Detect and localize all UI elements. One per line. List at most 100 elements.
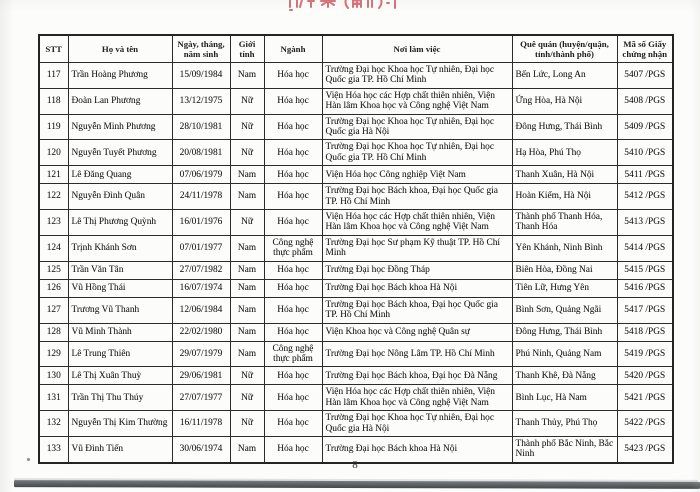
cell-nganh: Hóa học: [263, 209, 323, 236]
cell-ho-va-ten: Lê Thị Phương Quỳnh: [67, 209, 173, 236]
cell-noi-lam-viec: Trường Đại học Khoa học Tự nhiên, Đại họ…: [321, 139, 513, 167]
column-header-ho-va-ten: Họ và tên: [67, 34, 173, 63]
cell-ngay-sinh: 24/11/1978: [171, 183, 231, 211]
cell-gioi-tinh: Nam: [229, 165, 265, 185]
cell-stt: 127: [38, 296, 69, 324]
column-header-nganh: Ngành: [263, 34, 323, 63]
cell-ngay-sinh: 28/10/1981: [171, 113, 231, 141]
cell-stt: 131: [38, 384, 69, 412]
cell-gioi-tinh: Nam: [229, 183, 265, 211]
cell-ma-so: 5416 /PGS: [616, 278, 674, 298]
cell-gioi-tinh: Nam: [229, 278, 265, 298]
cell-ho-va-ten: Trần Thị Thu Thúy: [67, 384, 173, 412]
cell-stt: 132: [38, 410, 69, 437]
cell-stt: 125: [38, 260, 69, 280]
cell-que-quan: Thành phố Thanh Hóa, Thanh Hóa: [511, 209, 618, 236]
cell-noi-lam-viec: Trường Đại học Bách khoa, Đại học Đà Nẵn…: [321, 366, 513, 386]
cell-que-quan: Thành phố Bắc Ninh, Bắc Ninh: [511, 435, 618, 464]
cell-ngay-sinh: 07/01/1977: [171, 234, 231, 262]
cell-gioi-tinh: Nữ: [229, 139, 265, 167]
column-header-noi-lam-viec: Nơi làm việc: [321, 34, 513, 63]
cell-ngay-sinh: 29/06/1981: [171, 366, 231, 386]
cell-nganh: Hóa học: [263, 183, 323, 211]
cell-noi-lam-viec: Trường Đại học Bách khoa, Đại học Quốc g…: [321, 296, 513, 324]
cell-ho-va-ten: Lê Trung Thiên: [67, 340, 173, 368]
cell-que-quan: Ứng Hòa, Hà Nội: [511, 87, 618, 115]
cell-stt: 121: [38, 165, 69, 185]
cell-ma-so: 5420 /PGS: [616, 366, 674, 386]
cell-gioi-tinh: Nữ: [229, 384, 265, 412]
cell-ma-so: 5412 /PGS: [616, 183, 674, 211]
cell-que-quan: Hoàn Kiếm, Hà Nội: [511, 183, 618, 211]
column-header-que-quan: Quê quán (huyện/quận, tỉnh/thành phố): [511, 34, 618, 63]
cell-noi-lam-viec: Viện Hóa học các Hợp chất thiên nhiên, V…: [321, 209, 513, 236]
column-header-ma-so: Mã số Giấy chứng nhận: [616, 34, 674, 63]
cell-nganh: Hóa học: [263, 62, 323, 89]
cell-ho-va-ten: Trần Hoàng Phương: [67, 62, 173, 89]
cell-noi-lam-viec: Viện Khoa học và Công nghệ Quân sự: [321, 322, 513, 342]
header-row: STT Họ và tên Ngày, tháng, năm sinh Giới tí…: [38, 34, 674, 63]
cell-que-quan: Thanh Thủy, Phú Thọ: [511, 410, 618, 437]
cell-que-quan: Đông Hưng, Thái Bình: [511, 322, 618, 342]
cell-ma-so: 5419 /PGS: [616, 340, 674, 368]
cell-nganh: Công nghệ thực phẩm: [263, 340, 323, 368]
cell-ho-va-ten: Đoàn Lan Phương: [67, 87, 173, 115]
cell-gioi-tinh: Nữ: [229, 87, 265, 115]
table-row: 120 Nguyễn Tuyết Phương 20/08/1981 Nữ Hóa họ…: [38, 139, 674, 167]
cell-gioi-tinh: Nữ: [229, 366, 265, 386]
cell-ma-so: 5408 /PGS: [616, 87, 674, 115]
table-row: 125 Trần Văn Tân 27/07/1982 Nam Hóa học Trườn…: [38, 260, 674, 280]
cell-ngay-sinh: 20/08/1981: [171, 139, 231, 167]
cell-nganh: Hóa học: [263, 113, 323, 141]
cell-nganh: Công nghệ thực phẩm: [263, 234, 323, 262]
cell-que-quan: Đông Hưng, Thái Bình: [511, 113, 618, 141]
table-row: 117 Trần Hoàng Phương 15/09/1984 Nam Hóa học…: [38, 62, 674, 89]
cell-stt: 129: [38, 340, 69, 368]
cell-ngay-sinh: 22/02/1980: [171, 322, 231, 342]
table-row: 127 Trương Vũ Thanh 12/06/1984 Nam Hóa học Tr…: [38, 296, 674, 324]
table-row: 126 Vũ Hồng Thái 16/07/1974 Nam Hóa học Trườn…: [38, 278, 674, 298]
cell-ma-so: 5407 /PGS: [616, 62, 674, 89]
table-row: 121 Lê Đăng Quang 07/06/1979 Nam Hóa học Viện…: [38, 165, 674, 185]
cell-noi-lam-viec: Trường Đại học Bách khoa, Đại học Quốc g…: [321, 183, 513, 211]
cell-ma-so: 5413 /PGS: [616, 209, 674, 236]
cell-noi-lam-viec: Trường Đại học Khoa học Tự nhiên, Đại họ…: [321, 113, 513, 141]
cell-stt: 130: [38, 366, 69, 386]
cell-stt: 119: [38, 113, 69, 141]
cell-ma-so: 5409 /PGS: [616, 113, 674, 141]
table-row: 124 Trịnh Khánh Sơn 07/01/1977 Nam Công nghệ…: [38, 234, 674, 262]
cell-ma-so: 5410 /PGS: [616, 139, 674, 167]
table-row: 130 Lê Thị Xuân Thuỳ 29/06/1981 Nữ Hóa học Tr…: [38, 366, 674, 386]
cell-que-quan: Hạ Hòa, Phú Thọ: [511, 139, 618, 167]
cell-ho-va-ten: Nguyễn Minh Phương: [67, 113, 173, 141]
cell-ngay-sinh: 30/06/1974: [171, 435, 231, 464]
cell-noi-lam-viec: Trường Đại học Sư phạm Kỹ thuật TP. Hồ C…: [321, 234, 513, 262]
cell-ho-va-ten: Nguyễn Tuyết Phương: [67, 139, 173, 167]
table-row: 119 Nguyễn Minh Phương 28/10/1981 Nữ Hóa học…: [38, 113, 674, 141]
cell-ngay-sinh: 16/11/1978: [171, 410, 231, 437]
cell-ma-so: 5418 /PGS: [616, 322, 674, 342]
table-row: 129 Lê Trung Thiên 29/07/1979 Nam Công nghệ …: [38, 340, 674, 368]
cell-gioi-tinh: Nam: [229, 296, 265, 324]
cell-ma-so: 5421 /PGS: [616, 384, 674, 412]
cell-stt: 118: [38, 87, 69, 115]
cell-ma-so: 5411 /PGS: [616, 165, 674, 185]
cell-noi-lam-viec: Trường Đại học Khoa học Tự nhiên, Đại họ…: [321, 410, 513, 437]
cell-ho-va-ten: Trương Vũ Thanh: [67, 296, 173, 324]
cell-que-quan: Thanh Xuân, Hà Nội: [511, 165, 618, 185]
cell-gioi-tinh: Nữ: [229, 209, 265, 236]
cell-nganh: Hóa học: [263, 366, 323, 386]
cell-ho-va-ten: Lê Đăng Quang: [67, 165, 173, 185]
cell-ngay-sinh: 27/07/1982: [171, 260, 231, 280]
cell-nganh: Hóa học: [263, 384, 323, 412]
red-ink-stamp-icon: [289, 0, 396, 11]
cell-stt: 128: [38, 322, 69, 342]
table-row: 118 Đoàn Lan Phương 13/12/1975 Nữ Hóa học Việ…: [38, 87, 674, 115]
cell-gioi-tinh: Nam: [229, 62, 265, 89]
cell-ngay-sinh: 12/06/1984: [171, 296, 231, 324]
cell-ho-va-ten: Nguyễn Thị Kim Thường: [67, 410, 173, 437]
cell-gioi-tinh: Nữ: [229, 113, 265, 141]
cell-ho-va-ten: Trần Văn Tân: [67, 260, 173, 280]
cell-gioi-tinh: Nam: [229, 435, 265, 464]
table-body: 117 Trần Hoàng Phương 15/09/1984 Nam Hóa học…: [38, 62, 674, 464]
